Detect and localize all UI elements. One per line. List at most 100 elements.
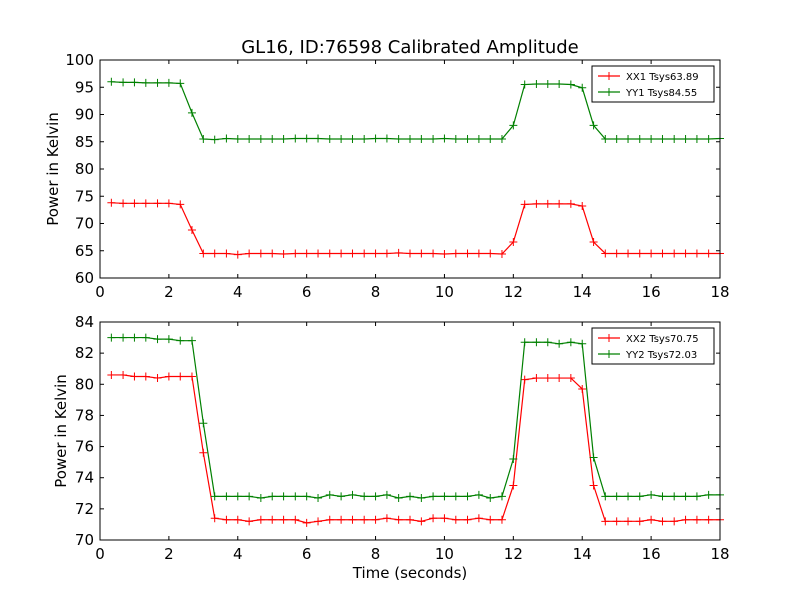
data-point <box>497 515 506 524</box>
data-point <box>371 134 380 143</box>
data-point <box>429 249 438 258</box>
data-point <box>291 134 300 143</box>
x-axis-label: Time (seconds) <box>352 564 468 582</box>
data-point <box>658 517 667 526</box>
y-tick-label: 65 <box>75 242 94 260</box>
data-point <box>325 249 334 258</box>
data-point <box>233 492 242 501</box>
data-point <box>555 199 564 208</box>
legend-marker <box>605 72 613 80</box>
data-point <box>497 492 506 501</box>
data-point <box>532 374 541 383</box>
data-point <box>658 249 667 258</box>
data-point <box>187 226 196 235</box>
data-point <box>279 492 288 501</box>
data-point <box>417 517 426 526</box>
x-tick-label: 0 <box>95 283 105 301</box>
data-point <box>417 493 426 502</box>
data-point <box>497 135 506 144</box>
data-point <box>497 250 506 259</box>
data-point <box>463 515 472 524</box>
y-tick-label: 70 <box>75 215 94 233</box>
data-point <box>463 492 472 501</box>
data-point <box>647 249 656 258</box>
data-point <box>291 515 300 524</box>
data-point <box>509 481 518 490</box>
legend-entry: XX2 Tsys70.75 <box>626 334 699 345</box>
y-tick-label: 60 <box>75 269 94 287</box>
data-point <box>543 374 552 383</box>
x-tick-label: 8 <box>371 283 381 301</box>
y-tick-label: 95 <box>75 78 94 96</box>
data-point <box>589 121 598 130</box>
data-point <box>130 78 139 87</box>
legend-marker <box>605 88 613 96</box>
x-tick-label: 4 <box>233 283 243 301</box>
data-point <box>348 515 357 524</box>
data-point <box>119 199 128 208</box>
data-point <box>612 517 621 526</box>
data-point <box>440 514 449 523</box>
data-point <box>520 375 529 384</box>
data-point <box>670 517 679 526</box>
x-tick-label: 12 <box>504 283 523 301</box>
data-point <box>164 78 173 87</box>
data-point <box>176 200 185 209</box>
data-point <box>451 515 460 524</box>
data-point <box>601 249 610 258</box>
data-point <box>566 199 575 208</box>
data-point <box>348 490 357 499</box>
data-point <box>624 135 633 144</box>
data-point <box>164 372 173 381</box>
data-point <box>406 492 414 501</box>
data-point <box>543 79 552 88</box>
data-point <box>256 493 265 502</box>
data-point <box>394 248 403 257</box>
data-point <box>532 79 541 88</box>
data-point <box>474 490 483 499</box>
data-point <box>348 249 357 258</box>
y-tick-label: 100 <box>65 51 94 69</box>
x-tick-label: 6 <box>302 283 312 301</box>
data-point <box>314 249 323 258</box>
data-point <box>153 374 162 383</box>
data-point <box>199 249 208 258</box>
x-tick-label: 18 <box>710 283 729 301</box>
data-point <box>164 199 173 208</box>
x-tick-label: 4 <box>233 545 243 563</box>
legend-entry: YY1 Tsys84.55 <box>625 88 697 99</box>
data-point <box>222 492 231 501</box>
data-point <box>302 249 311 258</box>
x-tick-label: 16 <box>642 283 661 301</box>
data-point <box>555 79 564 88</box>
x-tick-label: 14 <box>573 545 592 563</box>
data-point <box>153 335 162 344</box>
x-tick-label: 10 <box>435 283 454 301</box>
series-line-1 <box>111 202 720 256</box>
data-point <box>141 78 150 87</box>
data-point <box>199 448 208 457</box>
data-point <box>325 515 334 524</box>
data-point <box>624 492 633 501</box>
data-point <box>187 336 196 345</box>
data-point <box>566 338 575 347</box>
data-point <box>314 134 323 143</box>
legend-marker <box>605 350 613 358</box>
data-point <box>141 372 150 381</box>
data-point <box>670 135 679 144</box>
data-point <box>532 199 541 208</box>
data-point <box>394 135 403 144</box>
data-point <box>256 515 265 524</box>
data-point <box>279 250 288 259</box>
data-point <box>406 135 414 144</box>
data-point <box>256 135 265 144</box>
data-point <box>658 492 667 501</box>
y-tick-label: 72 <box>75 500 94 518</box>
data-point <box>371 249 380 258</box>
data-point <box>429 514 438 523</box>
data-point <box>417 249 426 258</box>
x-tick-label: 2 <box>164 283 174 301</box>
data-point <box>486 135 495 144</box>
data-point <box>141 199 150 208</box>
data-point <box>245 135 254 144</box>
